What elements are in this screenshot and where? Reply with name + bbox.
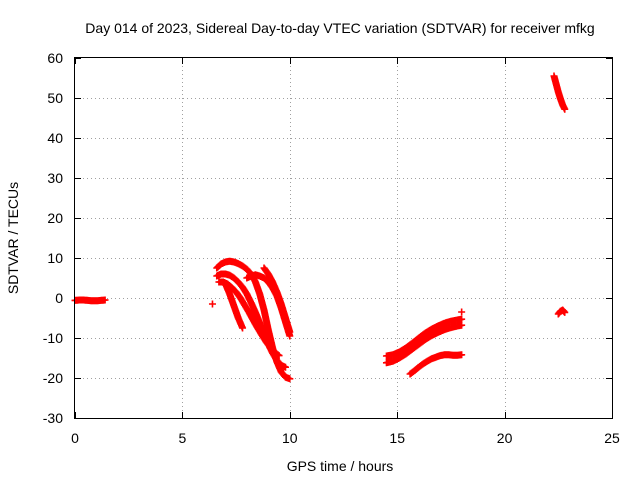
series-arc-8 [208, 300, 216, 308]
series-arc-1 [71, 296, 109, 305]
series-arc-13 [550, 72, 569, 113]
x-tick-label: 15 [389, 430, 405, 446]
y-tick-label: 10 [47, 250, 63, 266]
data-point [275, 352, 283, 360]
data-point [561, 308, 569, 316]
series-arc-7 [260, 264, 294, 336]
x-tick-label: 5 [179, 430, 187, 446]
data-point [458, 315, 466, 323]
y-tick-label: 50 [47, 90, 63, 106]
x-axis-label: GPS time / hours [287, 458, 394, 474]
y-tick-label: 40 [47, 130, 63, 146]
grid-lines [75, 58, 612, 418]
x-tick-label: 0 [71, 430, 79, 446]
data-point-fill [274, 351, 282, 359]
y-tick-label: -10 [43, 330, 63, 346]
data-point [458, 308, 466, 316]
data-point [239, 324, 247, 332]
y-axis-label: SDTVAR / TECUs [5, 182, 21, 294]
series-arc-11 [458, 308, 466, 316]
y-tick-label: 60 [47, 50, 63, 66]
data-point [458, 351, 466, 359]
x-tick-label: 20 [497, 430, 513, 446]
data-point [208, 300, 216, 308]
series-arc-5 [221, 280, 247, 332]
x-tick-label: 25 [604, 430, 620, 446]
data-points [71, 72, 569, 383]
data-point [561, 105, 569, 113]
series-arc-10 [382, 321, 466, 367]
data-point [282, 363, 290, 371]
y-tick-label: 20 [47, 210, 63, 226]
y-tick-label: -20 [43, 370, 63, 386]
data-point [286, 375, 294, 383]
axis-ticks [75, 58, 613, 419]
data-point [286, 328, 294, 336]
series-arc-12 [406, 351, 466, 378]
y-tick-label: -30 [43, 410, 63, 426]
chart-title: Day 014 of 2023, Sidereal Day-to-day VTE… [85, 20, 594, 36]
series-arc-9 [382, 315, 466, 360]
series-arc-14 [554, 306, 569, 318]
data-point [101, 296, 109, 304]
y-tick-label: 30 [47, 170, 63, 186]
y-tick-label: 0 [55, 290, 63, 306]
data-point [458, 321, 466, 329]
tick-labels: 0 5 10 15 20 25 -30 -20 -10 0 10 20 30 40 50 60 [43, 50, 620, 446]
x-tick-label: 10 [282, 430, 298, 446]
plot-frame [74, 57, 613, 419]
